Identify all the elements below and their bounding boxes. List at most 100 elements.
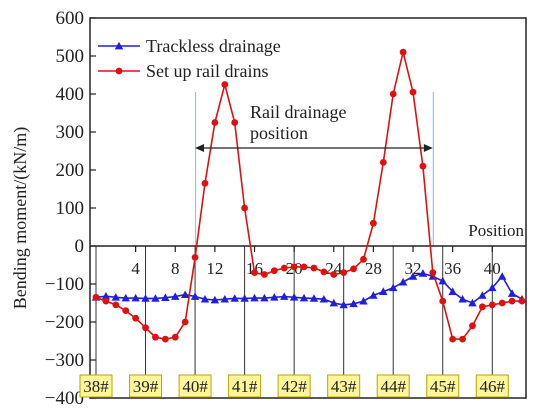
- series-point: [339, 300, 348, 309]
- series-point: [300, 263, 308, 271]
- series-point: [101, 291, 111, 300]
- station-label-box: [129, 374, 163, 398]
- legend-label: Set up rail drains: [146, 61, 268, 81]
- station-label-box: [178, 374, 212, 398]
- series-point: [360, 255, 367, 263]
- station-label-box: [277, 374, 311, 398]
- annotation-arrow-head: [423, 144, 433, 152]
- series-point: [329, 298, 338, 307]
- series-point: [270, 267, 278, 275]
- station-label: 38#: [83, 377, 109, 396]
- series-point: [161, 335, 169, 343]
- series-point: [261, 271, 268, 278]
- series-point: [498, 299, 506, 307]
- series-point: [310, 264, 318, 272]
- series-point: [161, 293, 170, 302]
- series-point: [379, 159, 387, 166]
- series-point: [299, 293, 309, 302]
- series-point: [250, 293, 259, 302]
- series-point: [171, 333, 179, 341]
- series-point: [280, 264, 288, 272]
- station-label-box: [228, 374, 262, 398]
- series-point: [121, 293, 130, 302]
- series-point: [507, 289, 517, 297]
- series-point: [508, 297, 516, 305]
- series-point: [478, 303, 486, 311]
- series-point: [142, 324, 149, 332]
- series-point: [309, 294, 319, 302]
- series-point: [488, 283, 497, 292]
- x-tick-label: 12: [206, 259, 223, 278]
- series-point: [251, 269, 258, 276]
- x-axis-label: Position: [468, 221, 524, 240]
- y-tick-label: 0: [75, 236, 85, 257]
- station-label: 45#: [430, 377, 456, 396]
- legend-marker: [115, 67, 123, 75]
- series-point: [319, 295, 329, 303]
- series-point: [141, 294, 150, 302]
- station-label-box: [426, 374, 460, 398]
- series-point: [340, 269, 348, 276]
- series-point: [230, 294, 239, 302]
- series-point: [122, 307, 130, 314]
- x-tick-label: 36: [444, 259, 461, 278]
- series-point: [132, 314, 140, 322]
- series-point: [102, 297, 110, 305]
- station-label: 44#: [380, 377, 406, 396]
- x-tick-label: 40: [484, 259, 501, 278]
- legend-label: Trackless drainage: [146, 36, 281, 56]
- y-tick-label: 200: [56, 160, 85, 181]
- series-point: [151, 294, 160, 302]
- series-point: [152, 333, 159, 341]
- series-point: [488, 301, 496, 309]
- series-point: [459, 335, 466, 343]
- series-point: [330, 271, 338, 278]
- series-point: [171, 292, 180, 300]
- series-point: [408, 272, 418, 280]
- series-point: [458, 295, 467, 303]
- series-point: [290, 263, 298, 271]
- series-point: [200, 295, 210, 303]
- station-label: 39#: [133, 377, 159, 396]
- series-point: [111, 293, 121, 301]
- station-label: 40#: [182, 377, 208, 396]
- series-point: [449, 335, 457, 343]
- series-point: [469, 322, 476, 330]
- x-tick-label: 32: [405, 259, 422, 278]
- station-label-box: [327, 374, 361, 398]
- x-tick-label: 8: [171, 259, 180, 278]
- station-label-box: [475, 374, 509, 398]
- series-point: [241, 204, 249, 212]
- series-point: [429, 269, 437, 276]
- legend: Trackless drainage Set up rail drains: [98, 36, 281, 81]
- series-point: [220, 295, 229, 303]
- series-point: [221, 81, 229, 88]
- station-label-box: [376, 374, 410, 398]
- series-point: [399, 48, 407, 56]
- series-point: [349, 299, 358, 308]
- series-point: [240, 294, 249, 302]
- y-tick-label: −300: [45, 350, 84, 371]
- series-point: [210, 295, 220, 304]
- series-point: [389, 283, 398, 292]
- y-tick-label: −100: [45, 274, 84, 295]
- series-point: [231, 119, 239, 126]
- y-tick-label: 500: [56, 46, 85, 67]
- series-point: [369, 291, 378, 299]
- series-point: [418, 269, 428, 277]
- series-line: [95, 272, 523, 306]
- y-tick-label: 100: [56, 198, 85, 219]
- station-label: 41#: [232, 377, 258, 396]
- station-label: 46#: [480, 377, 506, 396]
- series-point: [518, 297, 526, 305]
- series-point: [389, 90, 397, 98]
- y-tick-label: 300: [56, 122, 85, 143]
- series-point: [92, 293, 100, 301]
- series-point: [320, 268, 328, 276]
- series-point: [369, 219, 377, 227]
- y-tick-label: −400: [45, 388, 84, 409]
- series-point: [409, 88, 417, 96]
